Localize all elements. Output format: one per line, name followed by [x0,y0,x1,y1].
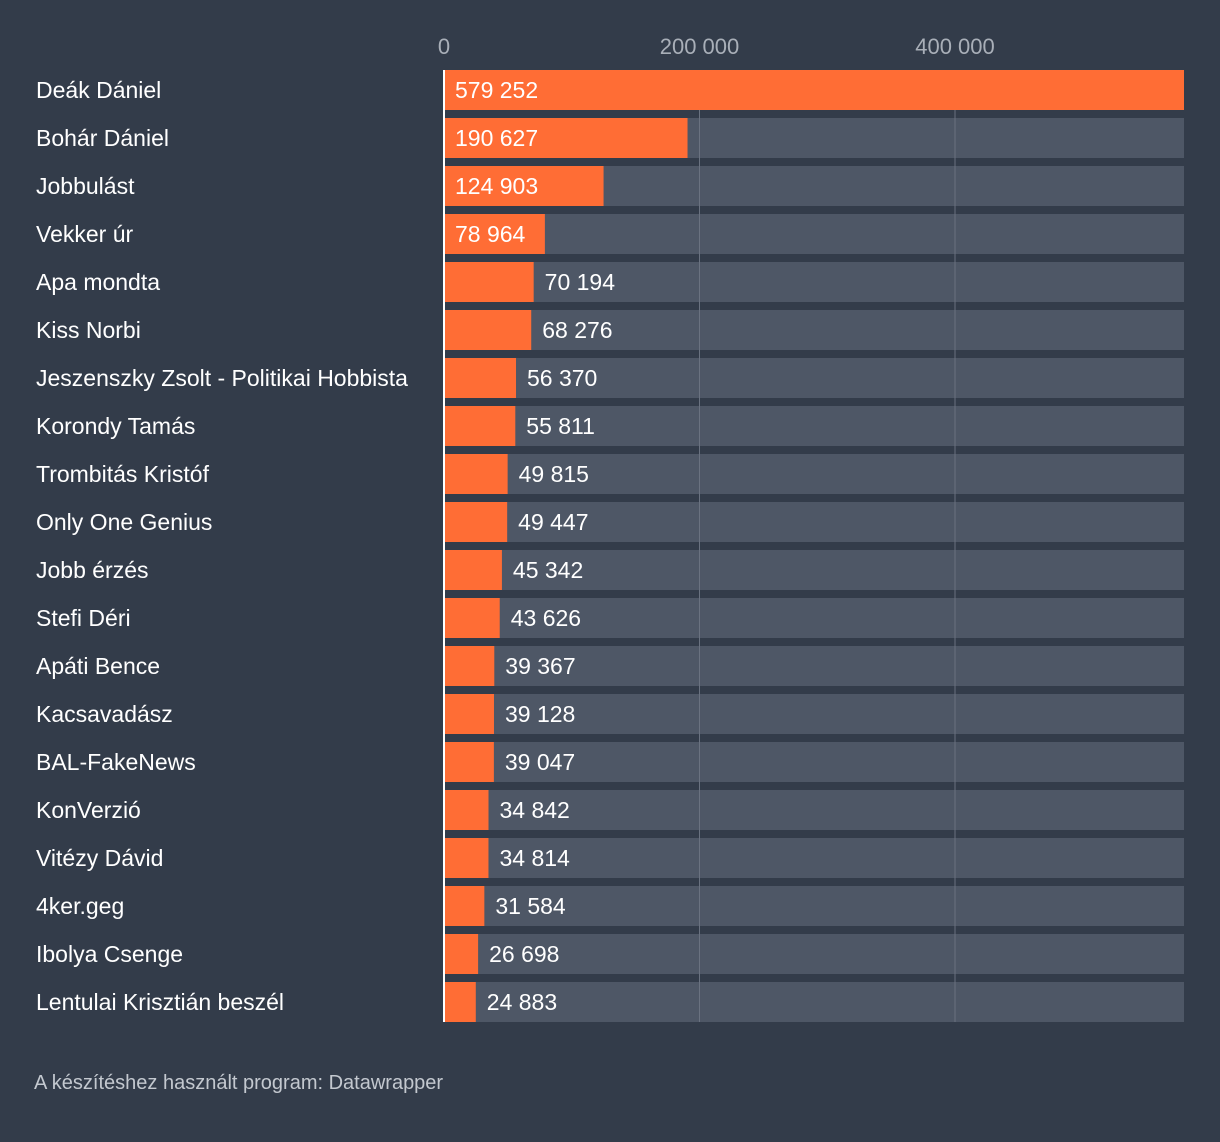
value-label: 56 370 [527,365,597,391]
category-label: Kiss Norbi [36,317,141,343]
bar-track [444,598,1184,638]
x-tick-label: 200 000 [660,34,740,59]
bar [444,934,479,974]
bar [444,166,604,206]
category-label: Apa mondta [36,269,160,295]
category-label: Vitézy Dávid [36,845,163,871]
bar-track [444,934,1184,974]
category-label: Vekker úr [36,221,133,247]
bar [444,550,502,590]
bar-track [444,358,1184,398]
bar-track [444,214,1184,254]
value-label: 78 964 [455,221,526,247]
value-label: 49 815 [519,461,589,487]
bar [444,694,494,734]
bar [444,310,532,350]
bar [444,982,476,1022]
bar [444,838,489,878]
category-label: Jobbulást [36,173,135,199]
bar [444,790,489,830]
bar [444,70,1184,110]
category-label: Kacsavadász [36,701,173,727]
x-tick-label: 0 [438,34,450,59]
value-label: 49 447 [518,509,588,535]
bar-chart: Deák Dániel Bohár Dániel Jobbulást Vekker ú… [36,34,1184,1022]
bar [444,646,495,686]
category-label: KonVerzió [36,797,141,823]
bar [444,742,494,782]
bar [444,598,500,638]
x-tick-label: 400 000 [915,34,995,59]
value-label: 43 626 [511,605,581,631]
category-label: Jobb érzés [36,557,149,583]
category-label: Stefi Déri [36,605,131,631]
bar [444,454,508,494]
category-label: 4ker.geg [36,893,124,919]
gridlines [699,70,956,1022]
bar [444,262,534,302]
category-label: Jeszenszky Zsolt - Politikai Hobbista [36,365,408,391]
bar [444,358,517,398]
source-credit: A készítéshez használt program: Datawrap… [34,1072,444,1094]
category-label: Deák Dániel [36,77,161,103]
value-label: 24 883 [487,989,557,1015]
value-label: 124 903 [455,173,538,199]
bar-tracks [444,70,1184,1022]
bar-track [444,886,1184,926]
bar-track [444,550,1184,590]
category-labels: Deák Dániel Bohár Dániel Jobbulást Vekker ú… [36,77,408,1015]
value-labels: 579 252 190 627 124 903 78 964 70 194 68 276 5… [455,77,615,1015]
category-label: Lentulai Krisztián beszél [36,989,284,1015]
bar-track [444,838,1184,878]
value-label: 39 128 [505,701,575,727]
bar-track [444,790,1184,830]
bar-track [444,694,1184,734]
value-label: 45 342 [513,557,583,583]
bar [444,118,688,158]
value-label: 55 811 [526,413,595,439]
bar-track [444,742,1184,782]
value-label: 31 584 [495,893,566,919]
value-label: 34 814 [499,845,570,871]
bar-track [444,262,1184,302]
value-label: 34 842 [500,797,570,823]
value-label: 190 627 [455,125,538,151]
value-label: 39 367 [505,653,575,679]
bar-track [444,406,1184,446]
category-label: Only One Genius [36,509,212,535]
bar-track [444,310,1184,350]
bar [444,502,508,542]
category-label: Korondy Tamás [36,413,195,439]
value-label: 26 698 [489,941,559,967]
bar-track [444,982,1184,1022]
category-label: Ibolya Csenge [36,941,183,967]
bar-track [444,502,1184,542]
bar-track [444,646,1184,686]
bar [444,406,516,446]
bar [444,886,485,926]
bar-track [444,454,1184,494]
value-label: 579 252 [455,77,538,103]
bar [444,214,545,254]
bars [444,70,1184,1022]
value-label: 39 047 [505,749,575,775]
category-label: Trombitás Kristóf [36,461,210,487]
value-label: 70 194 [545,269,616,295]
category-label: Apáti Bence [36,653,160,679]
category-label: BAL-FakeNews [36,749,196,775]
category-label: Bohár Dániel [36,125,169,151]
value-label: 68 276 [542,317,612,343]
x-axis-ticks: 0 200 000 400 000 [438,34,995,59]
